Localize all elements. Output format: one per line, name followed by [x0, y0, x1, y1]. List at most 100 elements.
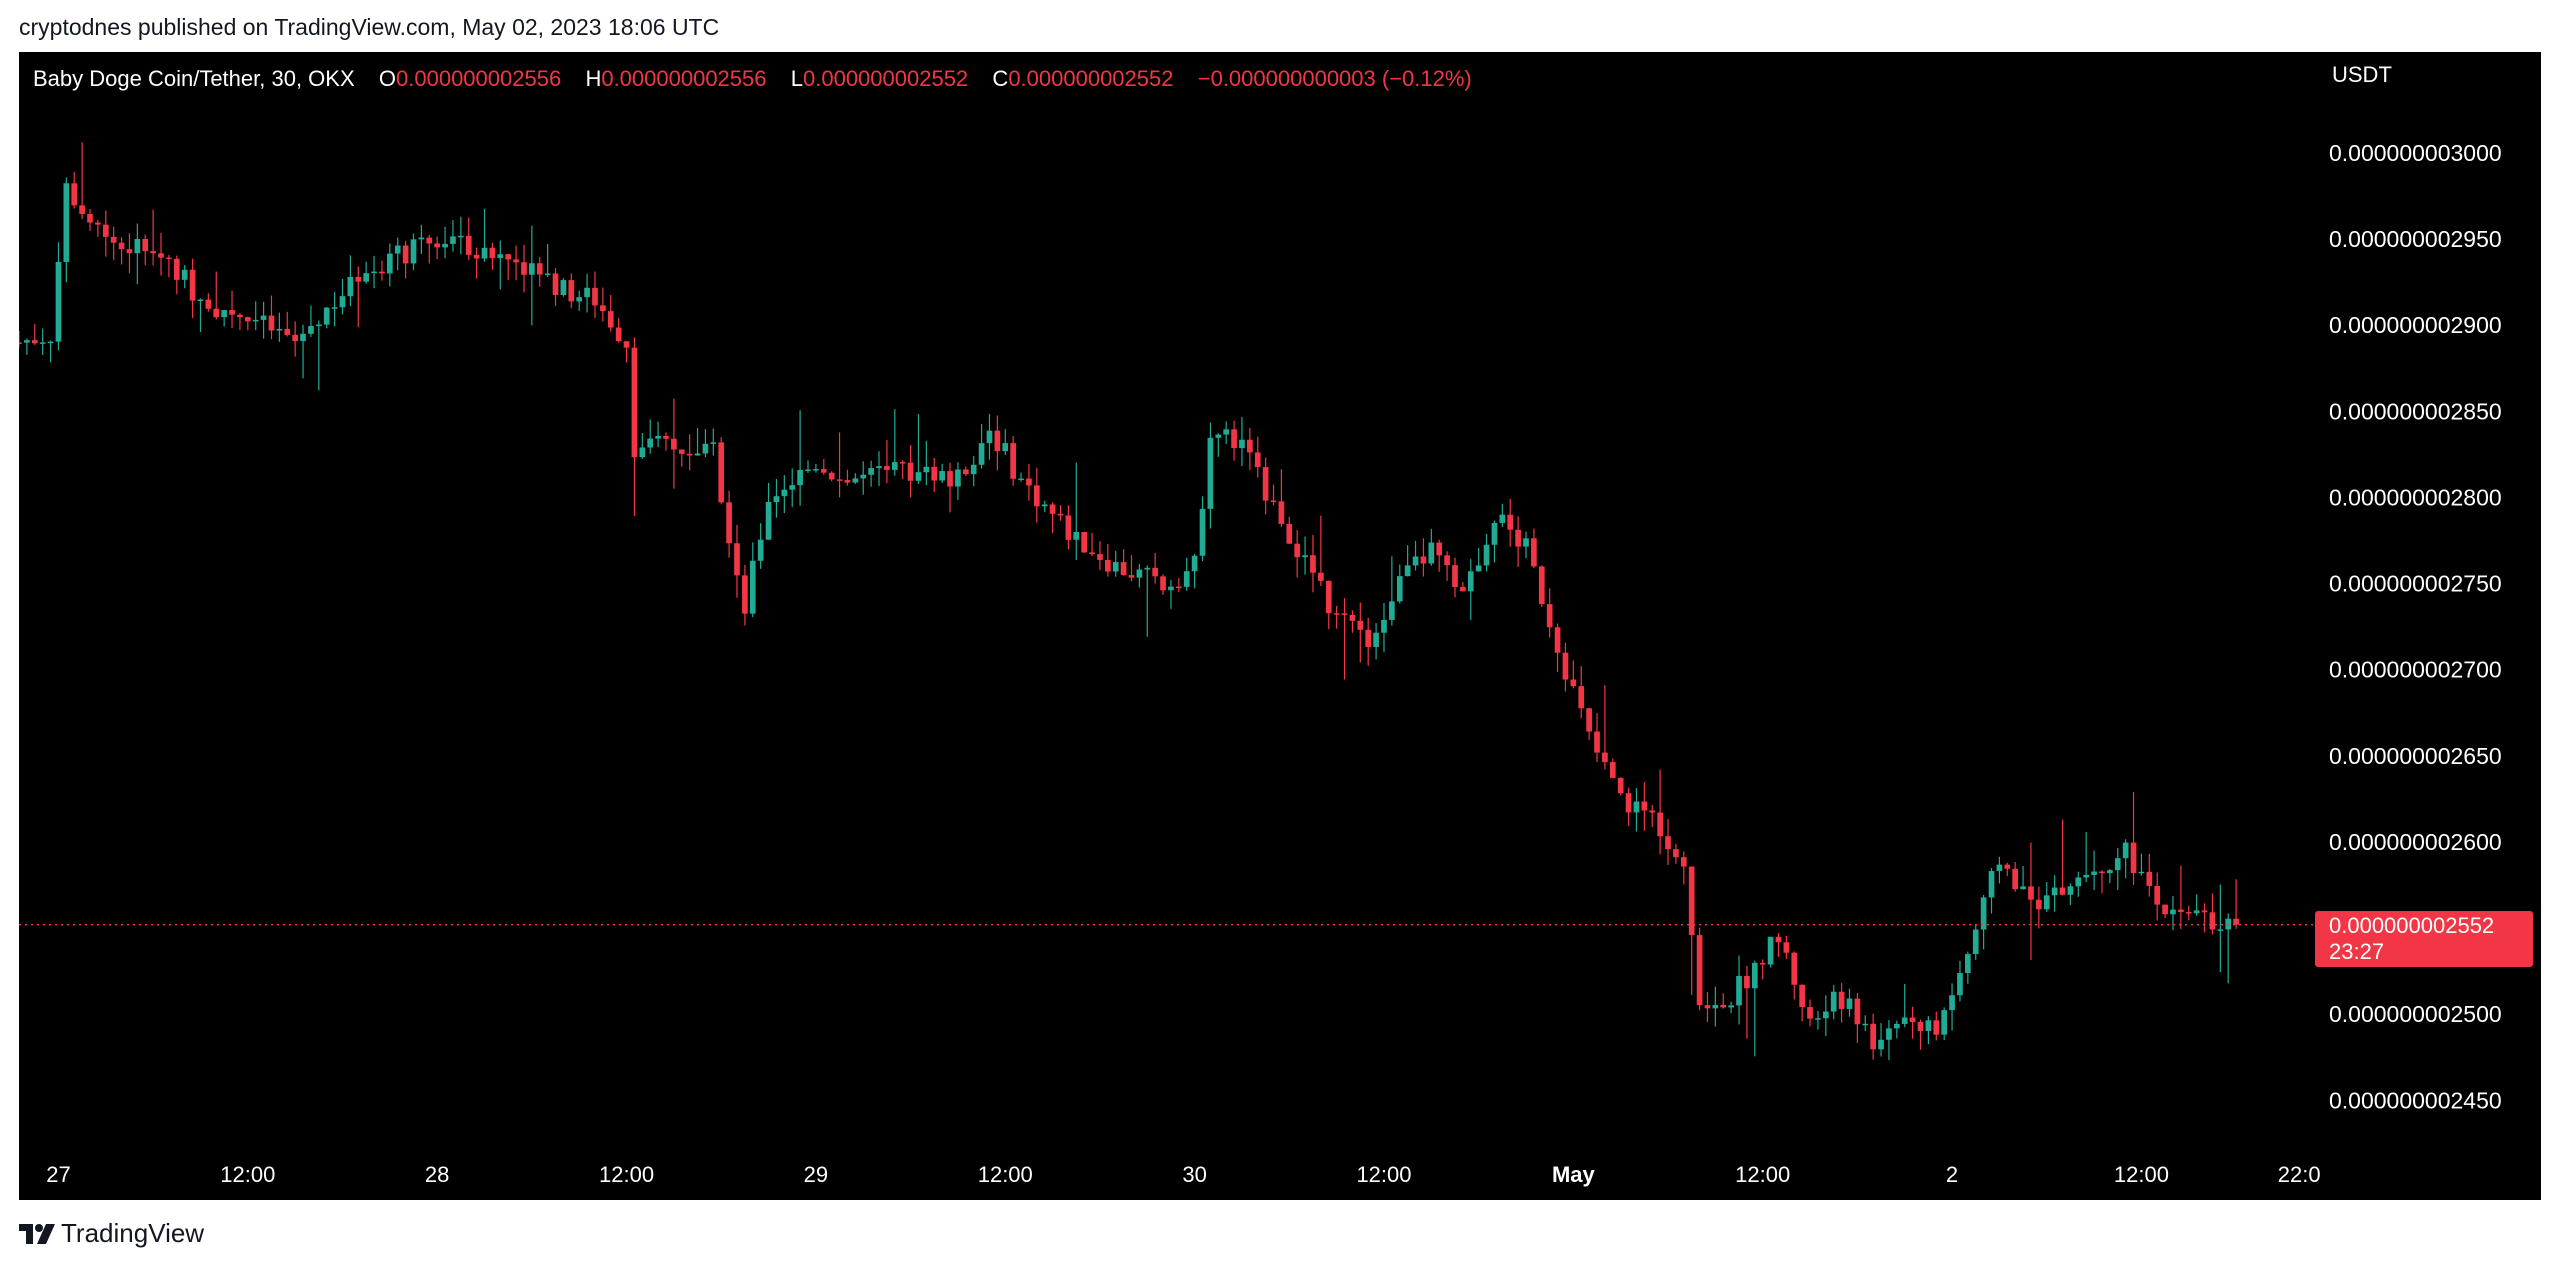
candle-body: [1404, 565, 1411, 577]
candle-body: [1381, 619, 1387, 633]
candle-body: [1886, 1028, 1892, 1040]
candle-body: [852, 478, 859, 483]
candle-body: [1239, 439, 1245, 449]
candle-body: [1728, 1005, 1734, 1008]
candlestick-chart[interactable]: 0.000000003000 0.000000002950 0.0000000029…: [19, 52, 2541, 1200]
candle-body: [1104, 559, 1111, 572]
candle-body: [1531, 538, 1537, 567]
candle-body: [1751, 962, 1758, 989]
candle-body: [1412, 556, 1419, 566]
candle-body: [1183, 571, 1190, 587]
candle-body: [1759, 962, 1766, 965]
candle-body: [2162, 904, 2168, 915]
candle-body: [1112, 562, 1119, 572]
candle-body: [2122, 842, 2129, 859]
candle-body: [994, 430, 1001, 452]
price-axis-unit: USDT: [2332, 62, 2392, 87]
candle-body: [1665, 836, 1671, 850]
candle-body: [773, 496, 780, 502]
candle-body: [607, 311, 614, 328]
candle-body: [1310, 555, 1316, 573]
legend-close-label: C: [992, 66, 1009, 91]
price-tick-label: 0.000000003000: [2329, 140, 2502, 166]
candle-body: [1515, 529, 1521, 547]
time-tick-label: 30: [1182, 1162, 1206, 1187]
price-tick-label: 0.000000002850: [2329, 398, 2502, 424]
candle-body: [1957, 973, 1963, 996]
legend-symbol: Baby Doge Coin/Tether, 30, OKX: [33, 66, 355, 91]
candle-body: [252, 319, 259, 322]
candle-body: [347, 276, 354, 297]
candle-body: [1633, 801, 1640, 813]
last-price-tag: 0.000000002552 23:27: [2315, 910, 2533, 967]
candle-body: [1231, 429, 1237, 449]
candle-body: [2099, 871, 2105, 874]
tradingview-logo[interactable]: TradingView: [19, 1218, 204, 1249]
candle-body: [173, 258, 180, 280]
candle-body: [1673, 849, 1679, 858]
candle-body: [1917, 1021, 1924, 1031]
candle-body: [1949, 995, 1955, 1011]
candle-body: [481, 247, 488, 259]
chart-area[interactable]: 0.000000003000 0.000000002950 0.0000000029…: [19, 52, 2541, 1200]
candle-body: [568, 280, 575, 302]
candle-body: [2036, 899, 2042, 910]
candle-body: [1562, 652, 1569, 680]
candle-body: [1349, 614, 1356, 621]
candle-body: [1191, 555, 1198, 572]
candle-body: [489, 247, 496, 259]
candle-body: [284, 328, 291, 335]
candle-body: [1594, 731, 1600, 753]
candle-body: [229, 310, 235, 315]
candle-body: [1475, 565, 1482, 572]
candle-body: [742, 575, 748, 614]
candle-body: [1318, 572, 1324, 581]
candle-body: [1278, 501, 1285, 524]
price-tick-label: 0.000000002800: [2329, 484, 2502, 510]
candle-body: [939, 471, 945, 481]
candle-body: [576, 297, 583, 302]
candle-body: [1341, 613, 1348, 615]
candle-body: [781, 489, 788, 497]
candle-body: [1791, 952, 1798, 985]
candle-body: [1294, 543, 1301, 558]
candle-body: [1925, 1020, 1932, 1031]
candle-body: [1815, 1018, 1821, 1020]
time-tick-label: 12:00: [599, 1162, 654, 1187]
time-tick-label: 28: [425, 1162, 449, 1187]
candle-body: [1018, 478, 1024, 481]
candle-body: [2217, 929, 2224, 931]
candle-body: [2004, 864, 2011, 869]
candle-body: [1696, 935, 1703, 1006]
candle-body: [1175, 586, 1182, 589]
candle-body: [876, 466, 882, 469]
candle-body: [2043, 895, 2050, 910]
candle-body: [615, 327, 622, 342]
candle-body: [749, 560, 756, 614]
price-tick-label: 0.000000002700: [2329, 657, 2502, 683]
candle-body: [205, 299, 212, 309]
candle-body: [402, 245, 409, 264]
candle-body: [2193, 910, 2200, 914]
candle-body: [1570, 679, 1577, 687]
candle-body: [947, 471, 953, 487]
candle-body: [694, 453, 701, 456]
candle-body: [260, 315, 267, 320]
candle-body: [118, 242, 125, 250]
legend-low-value: 0.000000002552: [803, 66, 969, 91]
candle-body: [497, 254, 504, 259]
candle-body: [95, 222, 101, 225]
candle-body: [521, 262, 527, 275]
candle-body: [2075, 877, 2082, 887]
candle-body: [323, 307, 330, 325]
candle-body: [1767, 936, 1774, 965]
candle-body: [560, 280, 567, 295]
candle-body: [1223, 429, 1230, 435]
candle-body: [1980, 897, 1987, 930]
candle-body: [1799, 984, 1805, 1008]
candle-body: [426, 237, 433, 244]
candle-body: [237, 314, 243, 318]
candle-body: [1168, 586, 1174, 591]
candle-body: [1822, 1011, 1829, 1019]
candle-body: [1523, 538, 1529, 547]
